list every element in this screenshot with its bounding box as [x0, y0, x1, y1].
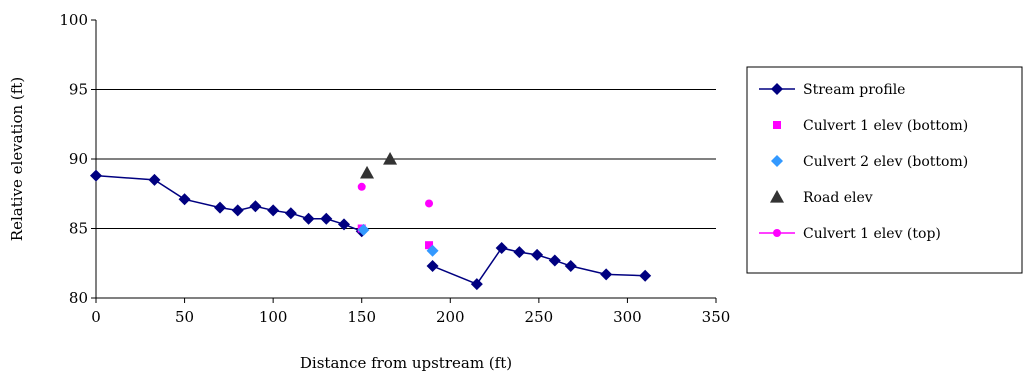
legend-entry: Culvert 1 elev (top) — [759, 226, 941, 242]
legend-label: Culvert 2 elev (bottom) — [803, 154, 968, 170]
data-point — [513, 246, 526, 259]
x-axis-label: Distance from upstream (ft) — [300, 354, 512, 372]
legend-label: Culvert 1 elev (top) — [803, 226, 941, 242]
legend-marker — [773, 229, 781, 237]
data-point — [426, 244, 439, 257]
y-tick-label: 85 — [69, 220, 88, 238]
legend-label: Road elev — [803, 190, 873, 206]
legend-entry: Road elev — [770, 190, 873, 206]
data-point — [178, 193, 191, 206]
x-tick-label: 50 — [175, 308, 194, 326]
gridlines — [96, 89, 716, 229]
legend-marker — [770, 190, 784, 203]
y-tick-label: 80 — [69, 289, 88, 307]
data-point — [231, 204, 244, 217]
x-tick-labels: 0 50 100 150 200 250 300 350 — [91, 308, 730, 326]
data-point — [357, 182, 366, 191]
x-tick-label: 100 — [259, 308, 288, 326]
data-point — [90, 169, 102, 182]
y-tick-labels: 80 85 90 95 100 — [59, 11, 88, 307]
series-0 — [90, 169, 368, 238]
y-tick-label: 90 — [69, 150, 88, 168]
legend-label: Stream profile — [803, 82, 905, 98]
data-point — [338, 218, 350, 231]
data-point — [148, 173, 161, 186]
data-point — [214, 201, 226, 214]
y-tick-label: 95 — [69, 81, 88, 99]
x-tick-label: 0 — [91, 308, 101, 326]
x-tick-label: 200 — [436, 308, 465, 326]
data-point — [425, 241, 434, 250]
data-point — [426, 260, 439, 273]
data-point — [357, 223, 370, 236]
data-point — [470, 278, 483, 291]
data-point — [600, 268, 613, 281]
series-5 — [357, 182, 434, 208]
legend-entry: Culvert 1 elev (bottom) — [773, 118, 968, 134]
data-point — [284, 207, 297, 220]
series-layer — [90, 152, 652, 291]
legend: Stream profile Culvert 1 elev (bottom) Cul… — [746, 66, 1023, 274]
legend-entry: Culvert 2 elev (bottom) — [771, 154, 968, 170]
data-point — [639, 269, 652, 282]
data-point — [249, 200, 262, 213]
legend-marker — [773, 121, 781, 129]
data-point — [531, 248, 544, 261]
data-point — [383, 152, 398, 165]
legend-box — [746, 66, 1023, 274]
legend-marker — [771, 83, 783, 95]
axes — [91, 19, 717, 303]
data-point — [495, 241, 508, 254]
data-point — [360, 165, 375, 179]
x-tick-label: 300 — [613, 308, 642, 326]
series-line — [95, 174, 362, 232]
legend-entry: Stream profile — [759, 82, 905, 98]
legend-label: Culvert 1 elev (bottom) — [803, 118, 968, 134]
legend-marker — [771, 155, 783, 167]
series-1 — [426, 241, 652, 291]
series-4 — [360, 152, 398, 179]
data-point — [425, 199, 434, 208]
y-axis-label: Relative elevation (ft) — [8, 77, 26, 241]
x-tick-label: 350 — [702, 308, 731, 326]
data-point — [267, 204, 280, 217]
y-tick-label: 100 — [59, 11, 88, 29]
data-point — [320, 212, 333, 225]
x-tick-label: 250 — [525, 308, 554, 326]
data-point — [302, 212, 315, 225]
data-point — [564, 260, 577, 273]
data-point — [548, 254, 561, 267]
x-tick-label: 150 — [347, 308, 376, 326]
series-3 — [357, 223, 439, 257]
